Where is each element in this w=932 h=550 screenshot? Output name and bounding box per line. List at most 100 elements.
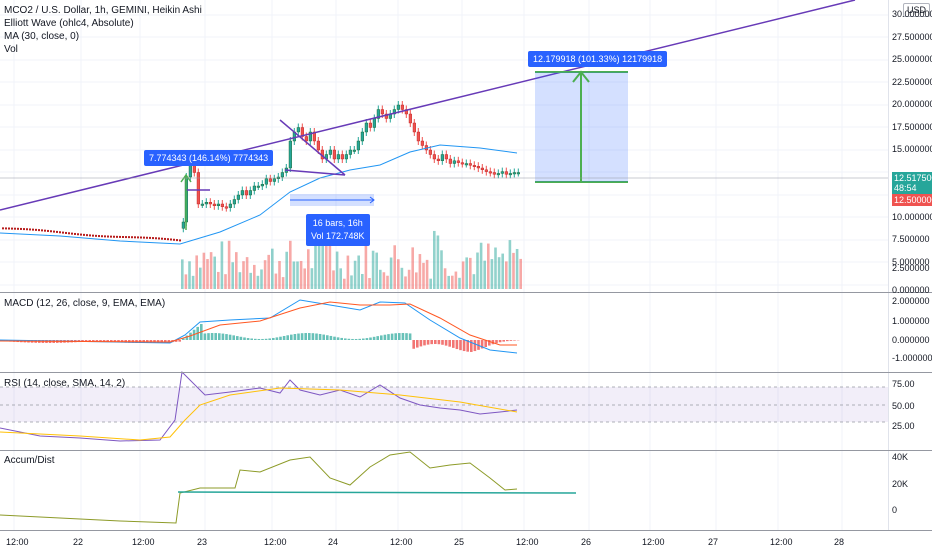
volume-bar xyxy=(386,275,389,289)
candle xyxy=(204,201,208,205)
macd-histogram xyxy=(333,336,336,340)
candle xyxy=(464,163,468,166)
rsi-legend[interactable]: RSI (14, close, SMA, 14, 2) xyxy=(4,378,126,389)
candle xyxy=(432,154,436,160)
macd-histogram xyxy=(275,337,279,340)
accum-legend[interactable]: Accum/Dist xyxy=(4,455,55,466)
price-axis[interactable] xyxy=(888,0,932,292)
candle xyxy=(208,201,212,205)
time-tick: 27 xyxy=(708,537,719,547)
macd-histogram xyxy=(448,340,451,347)
volume-bar xyxy=(285,251,288,289)
candle xyxy=(38,229,40,232)
macd-histogram xyxy=(300,333,304,340)
measure-callout-left[interactable]: 7.774343 (146.14%) 7774343 xyxy=(144,150,274,166)
elliott-legend[interactable]: Elliott Wave (ohlc4, Absolute) xyxy=(4,18,134,29)
macd-histogram xyxy=(408,333,412,340)
vol-legend[interactable]: Vol xyxy=(4,44,18,55)
candle xyxy=(280,172,284,178)
volume-bar xyxy=(281,277,285,289)
accum-axis[interactable] xyxy=(888,451,932,530)
candle xyxy=(356,140,360,151)
macd-histogram xyxy=(221,333,225,340)
volume-bar xyxy=(389,257,393,289)
candle xyxy=(8,227,10,230)
pane-separator-rsi[interactable] xyxy=(0,372,932,373)
candle xyxy=(113,235,115,238)
pattern-line xyxy=(284,169,346,176)
volume-bar xyxy=(483,260,486,289)
volume-bar xyxy=(490,259,494,289)
macd-histogram xyxy=(81,340,84,342)
macd-histogram xyxy=(225,334,228,340)
macd-histogram xyxy=(117,340,120,343)
candle xyxy=(400,104,404,110)
macd-histogram xyxy=(340,337,343,340)
volume-bar xyxy=(253,264,256,289)
macd-tick: 2.000000 xyxy=(892,296,930,306)
macd-histogram xyxy=(513,340,516,341)
symbol-legend[interactable]: MCO2 / U.S. Dollar, 1h, GEMINI, Heikin A… xyxy=(4,5,202,16)
candle xyxy=(131,236,133,239)
time-tick: 12:00 xyxy=(642,537,665,547)
candle xyxy=(14,227,16,230)
macd-histogram xyxy=(470,340,473,352)
candle xyxy=(312,131,316,142)
measure-callout-right[interactable]: 12.179918 (101.33%) 12179918 xyxy=(528,51,668,67)
rsi-tick: 25.00 xyxy=(892,421,915,431)
volume-bar xyxy=(296,261,299,289)
candle xyxy=(436,158,440,161)
macd-histogram xyxy=(282,335,286,340)
rsi-axis[interactable] xyxy=(888,373,932,450)
accum-tick: 20K xyxy=(892,479,909,489)
currency-label[interactable]: USD xyxy=(903,3,931,17)
pane-separator-macd[interactable] xyxy=(0,292,932,293)
volume-bar xyxy=(512,252,515,289)
volume-bar xyxy=(217,271,220,289)
candle xyxy=(65,231,67,234)
rsi-band xyxy=(0,387,888,422)
macd-histogram xyxy=(268,338,271,340)
volume-bar xyxy=(454,271,458,289)
volume-bar xyxy=(469,257,472,289)
macd-axis[interactable] xyxy=(888,293,932,372)
last-price-tag: 12.517500 48:54 xyxy=(892,172,932,194)
macd-histogram xyxy=(311,333,315,340)
pane-separator-accum[interactable] xyxy=(0,450,932,451)
price-tick: 22.500000 xyxy=(892,77,932,87)
candle xyxy=(488,171,492,174)
candle xyxy=(134,236,136,239)
candle xyxy=(77,233,79,236)
candle xyxy=(140,236,142,239)
macd-tick: -1.000000 xyxy=(892,353,932,363)
candle xyxy=(272,178,276,182)
price-tick: 5.000000 xyxy=(892,257,930,267)
ma-line xyxy=(0,144,518,245)
ma-legend[interactable]: MA (30, close, 0) xyxy=(4,31,80,42)
candle xyxy=(152,237,154,240)
macd-histogram xyxy=(290,334,293,340)
macd-legend[interactable]: MACD (12, 26, close, 9, EMA, EMA) xyxy=(4,298,166,309)
macd-histogram xyxy=(178,340,181,342)
macd-histogram xyxy=(347,338,351,340)
price-tick: 7.500000 xyxy=(892,234,930,244)
bars-count: 16 bars, 16h xyxy=(312,218,363,228)
macd-histogram xyxy=(239,336,243,340)
volume-bar xyxy=(245,257,249,289)
time-tick: 12:00 xyxy=(516,537,539,547)
candle xyxy=(508,173,512,176)
macd-histogram xyxy=(480,340,484,349)
volume-bar xyxy=(267,254,270,289)
candle xyxy=(128,236,130,239)
price-tick: 20.000000 xyxy=(892,99,932,109)
macd-histogram xyxy=(434,340,437,345)
bars-range-callout[interactable]: 16 bars, 16h Vol 172.748K xyxy=(306,214,370,246)
macd-histogram xyxy=(383,334,387,340)
macd-histogram xyxy=(326,335,329,340)
volume-bar xyxy=(220,241,224,289)
candle xyxy=(89,234,91,237)
macd-histogram xyxy=(88,340,91,342)
candle xyxy=(53,230,55,233)
chart-canvas[interactable] xyxy=(0,0,888,550)
macd-histogram xyxy=(174,340,178,342)
